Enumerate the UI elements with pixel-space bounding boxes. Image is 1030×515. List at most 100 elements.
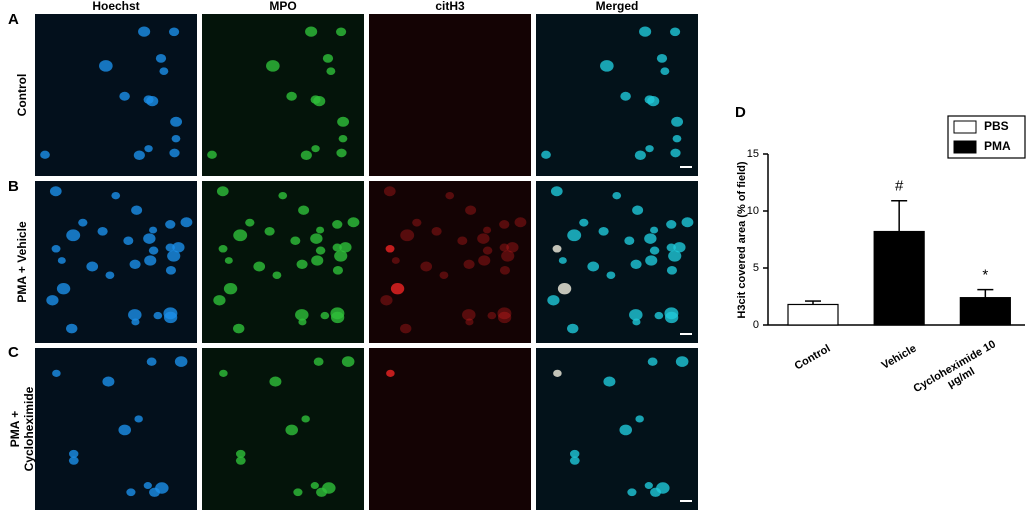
cell bbox=[296, 259, 308, 269]
cell bbox=[119, 91, 130, 101]
cell bbox=[146, 357, 157, 366]
cell bbox=[501, 250, 515, 262]
cell bbox=[51, 244, 61, 253]
cell bbox=[216, 186, 229, 197]
cell bbox=[167, 250, 181, 262]
micrograph bbox=[35, 348, 197, 510]
cell bbox=[634, 150, 646, 160]
cell bbox=[332, 220, 343, 229]
cell bbox=[123, 236, 134, 246]
cell bbox=[681, 217, 694, 228]
cell bbox=[666, 266, 678, 275]
cell bbox=[253, 261, 266, 272]
cell bbox=[219, 369, 228, 377]
cell bbox=[301, 415, 310, 423]
cell bbox=[298, 205, 310, 215]
cell bbox=[380, 295, 393, 306]
significance-mark: * bbox=[982, 267, 988, 284]
legend-swatch bbox=[953, 120, 977, 134]
cell bbox=[52, 369, 61, 377]
cell bbox=[506, 242, 519, 253]
cell bbox=[148, 246, 159, 255]
cell bbox=[170, 116, 183, 127]
legend-label: PMA bbox=[984, 139, 1011, 153]
cell bbox=[668, 250, 682, 262]
cell bbox=[335, 27, 347, 37]
cell bbox=[656, 482, 670, 494]
micrograph bbox=[369, 348, 531, 510]
cell bbox=[482, 246, 493, 255]
cell bbox=[499, 266, 511, 275]
cell bbox=[629, 309, 643, 321]
row-label: PMA + Vehicle bbox=[15, 221, 29, 303]
cell bbox=[68, 456, 79, 465]
cell bbox=[155, 54, 167, 63]
cell bbox=[223, 282, 238, 295]
cell bbox=[57, 257, 66, 264]
cell bbox=[445, 191, 455, 200]
legend-swatch bbox=[953, 140, 977, 154]
cell bbox=[233, 229, 248, 242]
cell bbox=[644, 233, 657, 244]
cell bbox=[547, 295, 560, 306]
cell bbox=[266, 60, 280, 72]
cell bbox=[569, 449, 580, 458]
cell bbox=[400, 323, 412, 334]
panel-label: D bbox=[735, 104, 746, 121]
cell bbox=[650, 226, 659, 234]
y-tick-label: 5 bbox=[753, 262, 759, 274]
cell bbox=[431, 226, 442, 236]
cell bbox=[457, 236, 468, 246]
scale-bar bbox=[680, 500, 692, 502]
cell bbox=[111, 191, 121, 200]
panel-label: C bbox=[8, 344, 19, 361]
cell bbox=[499, 220, 510, 229]
cell bbox=[606, 271, 616, 279]
cell bbox=[245, 218, 255, 227]
cell bbox=[338, 134, 348, 143]
cell bbox=[102, 376, 115, 387]
cell bbox=[171, 134, 181, 143]
cell bbox=[603, 376, 616, 387]
cell bbox=[600, 60, 614, 72]
y-tick-label: 15 bbox=[747, 148, 759, 160]
cell bbox=[126, 488, 136, 497]
cell bbox=[78, 218, 88, 227]
cell bbox=[295, 309, 309, 321]
scale-bar bbox=[680, 166, 692, 168]
micrograph bbox=[202, 348, 364, 510]
cell bbox=[635, 415, 644, 423]
cell bbox=[172, 242, 185, 253]
cell bbox=[105, 271, 115, 279]
cell bbox=[290, 236, 301, 246]
cell bbox=[138, 26, 151, 37]
cell bbox=[207, 150, 217, 159]
cell bbox=[499, 243, 509, 252]
column-header: Merged bbox=[596, 0, 639, 13]
cell bbox=[213, 295, 226, 306]
cell bbox=[169, 148, 180, 158]
cell bbox=[514, 217, 527, 228]
cell bbox=[672, 134, 682, 143]
cell bbox=[143, 233, 156, 244]
cell bbox=[463, 259, 475, 269]
micrograph bbox=[369, 14, 531, 176]
row-label: Control bbox=[15, 73, 29, 117]
cell bbox=[278, 191, 288, 200]
micrograph bbox=[369, 181, 531, 343]
cell bbox=[144, 145, 153, 153]
cell bbox=[487, 311, 497, 320]
cell bbox=[630, 259, 642, 269]
cell bbox=[68, 449, 79, 458]
cell bbox=[313, 357, 324, 366]
cell bbox=[155, 482, 169, 494]
cell bbox=[644, 482, 653, 490]
cell bbox=[235, 456, 246, 465]
micrograph bbox=[536, 348, 698, 510]
cell bbox=[337, 116, 350, 127]
cell bbox=[347, 217, 360, 228]
cell bbox=[567, 323, 579, 334]
cell bbox=[478, 255, 491, 266]
cell bbox=[293, 488, 303, 497]
